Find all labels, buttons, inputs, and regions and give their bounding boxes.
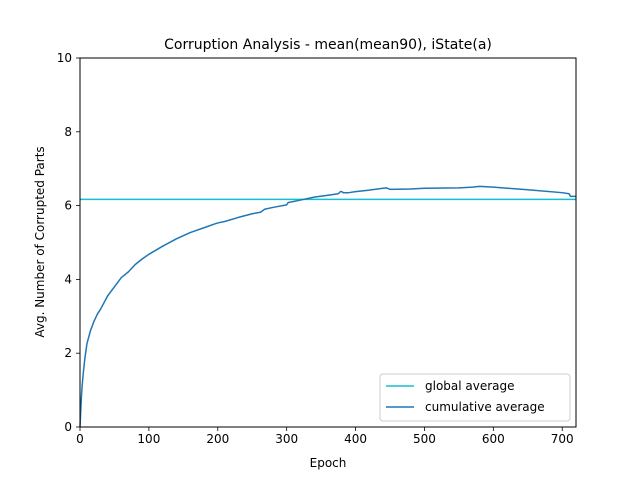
plot-frame (79, 57, 577, 428)
x-tick-label: 200 (206, 432, 229, 446)
x-axis-label: Epoch (310, 456, 347, 470)
x-tick-label: 0 (76, 432, 84, 446)
y-tick-label: 10 (57, 51, 72, 65)
x-tick-label: 700 (551, 432, 574, 446)
x-tick-label: 100 (137, 432, 160, 446)
chart-title: Corruption Analysis - mean(mean90), iSta… (164, 37, 492, 53)
y-tick-label: 2 (64, 346, 72, 360)
y-tick-label: 8 (64, 125, 72, 139)
y-tick-label: 4 (64, 272, 72, 286)
y-axis-label: Avg. Number of Corrupted Parts (33, 146, 47, 337)
x-tick-label: 400 (344, 432, 367, 446)
series-line-cumulative-average (79, 185, 576, 428)
y-tick-label: 6 (64, 199, 72, 213)
legend-box (379, 373, 571, 422)
legend: global average cumulative average (379, 373, 571, 422)
y-tick-label: 0 (64, 420, 72, 434)
x-tick-label: 500 (413, 432, 436, 446)
x-tick-label: 300 (275, 432, 298, 446)
legend-label: cumulative average (425, 400, 545, 414)
legend-label: global average (425, 379, 515, 393)
x-tick-label: 600 (482, 432, 505, 446)
